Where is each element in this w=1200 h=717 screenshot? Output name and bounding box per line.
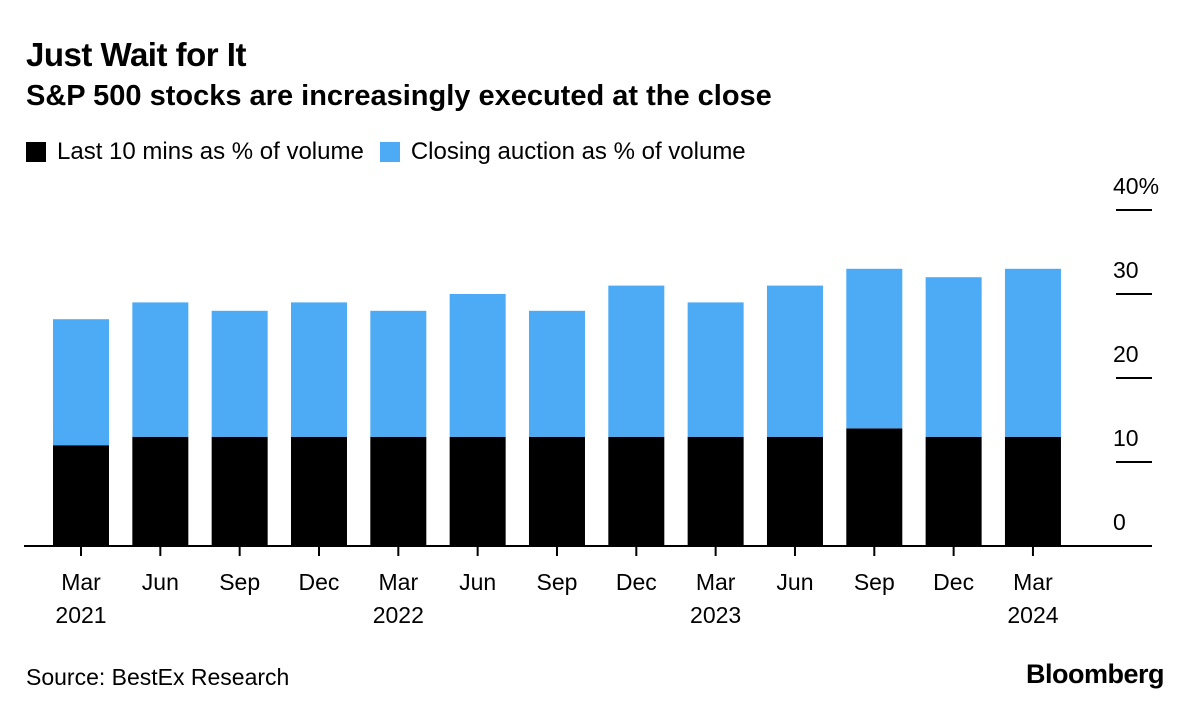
bar-closing-auction xyxy=(1004,268,1061,437)
x-tick-label: Sep xyxy=(537,569,578,595)
x-tick-label: Mar xyxy=(1013,569,1053,595)
x-tick-label: Jun xyxy=(459,569,496,595)
bar-closing-auction xyxy=(846,268,903,429)
y-tick-label: 0 xyxy=(1113,509,1126,535)
bar-closing-auction xyxy=(766,285,823,437)
bar-last10 xyxy=(766,436,823,546)
x-tick-label: Sep xyxy=(219,569,260,595)
x-tick-year-label: 2021 xyxy=(55,602,106,628)
chart-title: Just Wait for It xyxy=(26,36,246,73)
bar-last10 xyxy=(211,436,268,546)
x-tick-year-label: 2022 xyxy=(373,602,424,628)
bar-last10 xyxy=(449,436,506,546)
bar-last10 xyxy=(608,436,665,546)
x-tick-label: Dec xyxy=(299,569,340,595)
x-tick-label: Mar xyxy=(696,569,736,595)
bar-closing-auction xyxy=(449,294,506,437)
legend-label-auction: Closing auction as % of volume xyxy=(410,138,746,165)
y-tick-label: 40% xyxy=(1113,173,1159,199)
x-tick-label: Mar xyxy=(379,569,419,595)
bloomberg-logo: Bloomberg xyxy=(1025,659,1165,689)
x-tick-label: Mar xyxy=(61,569,101,595)
bar-closing-auction xyxy=(132,302,189,437)
bar-last10 xyxy=(925,436,982,546)
bar-last10 xyxy=(53,445,109,546)
x-tick-label: Dec xyxy=(933,569,974,595)
y-tick-label: 30 xyxy=(1113,257,1139,283)
bar-closing-auction xyxy=(53,319,109,446)
bar-closing-auction xyxy=(608,285,665,437)
bar-closing-auction xyxy=(925,277,982,437)
bar-last10 xyxy=(132,436,189,546)
bar-closing-auction xyxy=(687,302,744,437)
bar-closing-auction xyxy=(528,310,585,437)
x-tick-label: Sep xyxy=(854,569,895,595)
legend-swatch-auction xyxy=(379,142,400,162)
x-tick-year-label: 2024 xyxy=(1007,602,1058,628)
bar-last10 xyxy=(370,436,427,546)
legend-label-last10: Last 10 mins as % of volume xyxy=(57,138,364,165)
x-tick-label: Dec xyxy=(616,569,657,595)
y-tick-label: 20 xyxy=(1113,341,1139,367)
x-tick-label: Jun xyxy=(776,569,813,595)
bar-last10 xyxy=(687,436,744,546)
bar-last10 xyxy=(846,428,903,546)
bar-closing-auction xyxy=(370,310,427,437)
source-note: Source: BestEx Research xyxy=(26,664,290,690)
bar-last10 xyxy=(1004,436,1061,546)
legend: Last 10 mins as % of volume Closing auct… xyxy=(26,138,762,166)
bar-last10 xyxy=(290,436,347,546)
bar-closing-auction xyxy=(211,310,268,437)
x-tick-year-label: 2023 xyxy=(690,602,741,628)
chart-subtitle: S&P 500 stocks are increasingly executed… xyxy=(26,80,772,112)
legend-item-last10: Last 10 mins as % of volume xyxy=(26,138,364,166)
legend-item-auction: Closing auction as % of volume xyxy=(379,138,746,166)
bar-closing-auction xyxy=(290,302,347,437)
legend-swatch-last10 xyxy=(26,142,46,162)
bar-last10 xyxy=(528,436,585,546)
x-tick-label: Jun xyxy=(142,569,179,595)
y-tick-label: 10 xyxy=(1113,425,1139,451)
